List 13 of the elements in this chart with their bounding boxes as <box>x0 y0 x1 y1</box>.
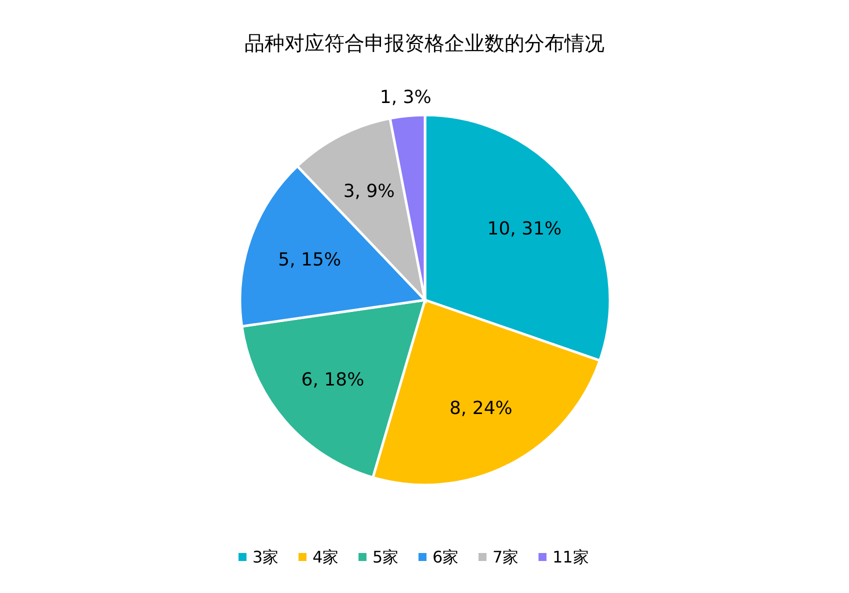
data-label: 1, 3% <box>380 86 432 108</box>
legend-label: 3家 <box>252 548 279 566</box>
data-label: 10, 31% <box>487 218 562 240</box>
legend-label: 7家 <box>492 548 519 566</box>
legend-label: 6家 <box>432 548 459 566</box>
data-label: 3, 9% <box>343 180 395 202</box>
chart-title: 品种对应符合申报资格企业数的分布情况 <box>244 31 604 55</box>
data-label: 5, 15% <box>278 250 342 271</box>
legend-label: 4家 <box>312 548 339 566</box>
legend-label: 11家 <box>552 548 589 566</box>
data-label: 6, 18% <box>301 369 364 390</box>
legend-label: 5家 <box>372 548 399 566</box>
data-label: 8, 24% <box>449 398 512 420</box>
